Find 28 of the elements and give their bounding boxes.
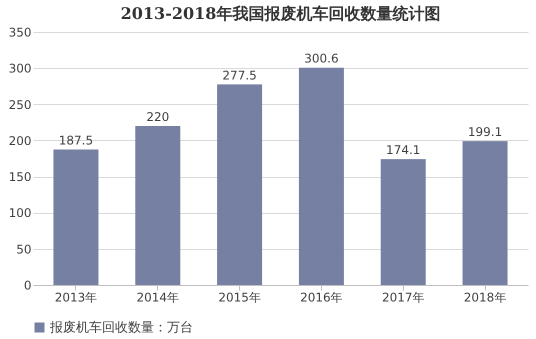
data-label: 174.1 — [386, 143, 420, 158]
bar — [217, 84, 262, 285]
chart-title: 2013-2018年我国报废机车回收数量统计图 — [120, 4, 440, 23]
bar — [462, 141, 508, 285]
data-label: 277.5 — [222, 68, 257, 82]
x-tick-label: 2014年 — [136, 290, 180, 304]
legend-label: 报废机车回收数量：万台 — [49, 320, 193, 336]
bar — [53, 149, 98, 285]
x-tick-label: 2013年 — [54, 290, 98, 304]
data-label: 199.1 — [468, 125, 502, 140]
y-tick-label: 0 — [24, 278, 32, 292]
x-tick-label: 2016年 — [300, 290, 343, 304]
x-tick-label: 2018年 — [464, 290, 506, 304]
bar — [380, 159, 426, 285]
y-tick-label: 200 — [8, 134, 32, 148]
y-tick-label: 100 — [8, 206, 32, 220]
data-label: 220 — [146, 110, 170, 124]
y-tick-label: 150 — [8, 170, 32, 184]
y-tick-label: 350 — [8, 26, 32, 40]
y-tick-label: 250 — [8, 98, 32, 112]
x-tick-label: 2017年 — [382, 290, 424, 304]
data-label: 187.5 — [58, 133, 94, 148]
bar — [298, 68, 344, 285]
x-tick-label: 2015年 — [218, 290, 261, 304]
bar — [135, 126, 180, 285]
y-tick-label: 300 — [8, 62, 32, 76]
y-tick-label: 50 — [16, 242, 32, 256]
data-label: 300.6 — [304, 52, 339, 66]
